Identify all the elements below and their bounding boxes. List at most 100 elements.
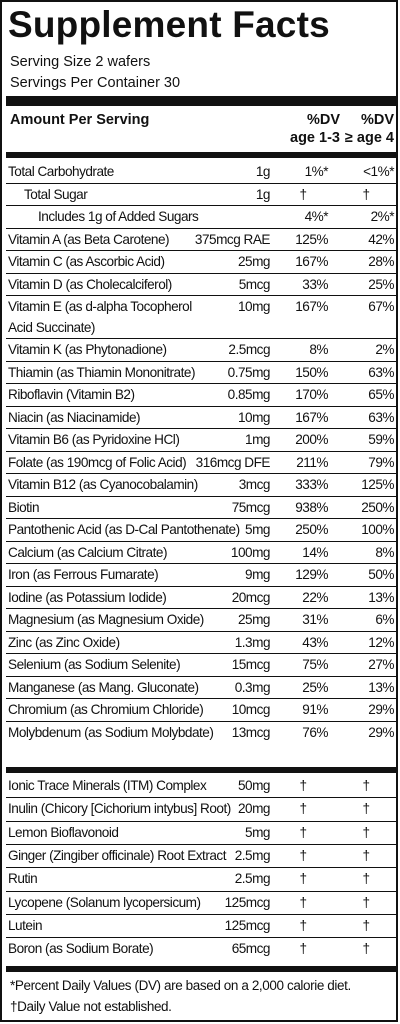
dv-age-1-3: 76% bbox=[302, 724, 328, 740]
dv-col2-header-line1: %DV bbox=[360, 112, 394, 128]
nutrient-amount: 10mg bbox=[237, 409, 271, 425]
dv-age-1-3: 167% bbox=[295, 409, 328, 425]
dv-age-1-3: † bbox=[299, 894, 307, 910]
dv-age-4-plus: 29% bbox=[368, 702, 394, 717]
dv-age-1-3: † bbox=[299, 186, 307, 202]
dv-age-4-plus: † bbox=[362, 917, 370, 933]
dv-age-4-plus: 65% bbox=[368, 387, 394, 402]
row-divider bbox=[6, 585, 396, 587]
nutrient-amount: 20mg bbox=[237, 801, 271, 817]
nutrient-row: Zinc (as Zinc Oxide) 1.3mg 43% 12% bbox=[6, 635, 396, 654]
dv-age-4-plus: 12% bbox=[368, 634, 394, 650]
row-divider bbox=[6, 338, 396, 339]
nutrient-row: Magnesium (as Magnesium Oxide) 25mg 31% 6% bbox=[6, 612, 396, 631]
nutrient-name: Vitamin A (as Beta Carotene) bbox=[8, 231, 170, 247]
nutrient-name: Pantothenic Acid (as D-Cal Pantothenate) bbox=[8, 522, 240, 537]
dv-age-4-plus: 2% bbox=[375, 342, 394, 357]
nutrient-row: Total Carbohydrate 1g 1%* <1%* bbox=[6, 164, 396, 183]
nutrient-name: Ionic Trace Minerals (ITM) Complex bbox=[8, 778, 207, 793]
nutrient-row: Vitamin B12 (as Cyanocobalamin) 3mcg 333% 1… bbox=[6, 477, 396, 496]
nutrient-name: Iron (as Ferrous Fumarate) bbox=[8, 567, 159, 582]
dv-age-1-3: 1%* bbox=[304, 164, 329, 179]
dv-age-4-plus: † bbox=[362, 847, 370, 863]
dv-age-1-3: 14% bbox=[302, 544, 328, 560]
nutrient-row: Lemon Bioflavonoid 5mg † † bbox=[6, 825, 396, 844]
dv-age-1-3: 170% bbox=[295, 387, 328, 402]
dv-age-1-3: 938% bbox=[295, 499, 328, 515]
nutrient-amount: 20mcg bbox=[231, 589, 271, 605]
dv-age-1-3: 150% bbox=[295, 364, 328, 380]
dv-age-1-3: 31% bbox=[302, 612, 328, 627]
nutrient-name: Selenium (as Sodium Selenite) bbox=[8, 657, 181, 672]
dv-age-4-plus: † bbox=[362, 894, 370, 910]
thick-divider-bottom bbox=[6, 966, 396, 972]
row-divider bbox=[6, 720, 396, 722]
nutrient-amount: 0.3mg bbox=[234, 679, 271, 695]
dv-age-4-plus: 59% bbox=[368, 432, 394, 447]
nutrient-name: Vitamin C (as Ascorbic Acid) bbox=[8, 254, 165, 269]
dv-age-1-3: 211% bbox=[296, 454, 328, 470]
dv-age-1-3: 33% bbox=[302, 276, 328, 292]
dv-col1-header-line2: age 1-3 bbox=[290, 130, 340, 146]
amount-per-serving-header: Amount Per Serving bbox=[10, 112, 150, 128]
nutrient-name: Lutein bbox=[8, 917, 43, 933]
row-divider bbox=[6, 227, 396, 229]
footnote-dagger: †Daily Value not established. bbox=[10, 999, 172, 1014]
nutrient-amount: 2.5mg bbox=[234, 847, 271, 863]
row-divider bbox=[6, 797, 396, 799]
nutrient-amount: 125mcg bbox=[224, 917, 271, 933]
nutrient-row: Ionic Trace Minerals (ITM) Complex 50mg † † bbox=[6, 778, 396, 797]
nutrient-row: Vitamin A (as Beta Carotene) 375mcg RAE 12… bbox=[6, 232, 396, 251]
nutrient-row: Rutin 2.5mg † † bbox=[6, 871, 396, 890]
nutrient-name: Total Sugar bbox=[24, 186, 88, 202]
nutrient-row: Vitamin B6 (as Pyridoxine HCl) 1mg 200% 59% bbox=[6, 432, 396, 451]
dv-age-4-plus: 125% bbox=[361, 477, 394, 492]
nutrient-name: Boron (as Sodium Borate) bbox=[8, 941, 154, 957]
dv-age-1-3: † bbox=[299, 824, 307, 840]
dv-age-1-3: 125% bbox=[295, 231, 328, 247]
nutrient-amount: 13mcg bbox=[231, 724, 271, 740]
nutrient-row: Total Sugar 1g † † bbox=[6, 187, 396, 206]
row-divider bbox=[6, 608, 396, 609]
dv-age-4-plus: 6% bbox=[375, 612, 394, 627]
nutrient-amount: 15mcg bbox=[231, 657, 271, 672]
nutrient-amount: 3mcg bbox=[238, 477, 271, 492]
nutrient-row: Vitamin E (as d-alpha Tocopherol Acid Suc… bbox=[6, 299, 396, 338]
row-divider bbox=[6, 630, 396, 632]
nutrient-row: Manganese (as Mang. Gluconate) 0.3mg 25% 13… bbox=[6, 680, 396, 699]
dv-age-4-plus: 8% bbox=[375, 544, 394, 560]
row-divider bbox=[6, 495, 396, 497]
row-divider bbox=[6, 473, 396, 474]
row-divider bbox=[6, 913, 396, 915]
nutrient-name: Thiamin (as Thiamin Mononitrate) bbox=[8, 364, 195, 380]
nutrient-row: Boron (as Sodium Borate) 65mcg † † bbox=[6, 941, 396, 960]
nutrient-row: Folate (as 190mcg of Folic Acid) 316mcg D… bbox=[6, 455, 396, 474]
nutrient-name: Niacin (as Niacinamide) bbox=[8, 409, 141, 425]
row-divider bbox=[6, 182, 396, 184]
nutrient-row: Riboflavin (Vitamin B2) 0.85mg 170% 65% bbox=[6, 387, 396, 406]
nutrient-name: Molybdenum (as Sodium Molybdate) bbox=[8, 724, 214, 740]
nutrient-name: Total Carbohydrate bbox=[8, 164, 114, 179]
nutrient-amount: 2.5mcg bbox=[228, 342, 270, 357]
dv-age-1-3: 333% bbox=[295, 477, 328, 492]
dv-age-4-plus: 28% bbox=[368, 254, 394, 269]
row-divider bbox=[6, 937, 396, 939]
dv-age-4-plus: <1%* bbox=[363, 164, 394, 179]
row-divider bbox=[6, 698, 396, 699]
dv-age-4-plus: 2%* bbox=[370, 209, 395, 224]
dv-age-4-plus: † bbox=[362, 824, 370, 840]
dv-age-4-plus: † bbox=[362, 778, 370, 793]
nutrient-row: Biotin 75mcg 938% 250% bbox=[6, 500, 396, 519]
row-divider bbox=[6, 563, 396, 564]
dv-age-4-plus: 29% bbox=[368, 724, 394, 740]
nutrient-amount: 1g bbox=[255, 164, 271, 179]
dv-age-1-3: 167% bbox=[295, 299, 328, 314]
nutrient-amount: 1g bbox=[255, 186, 271, 202]
nutrient-amount: 10mg bbox=[237, 299, 271, 314]
row-divider bbox=[6, 540, 396, 542]
nutrient-name-continued: Acid Succinate) bbox=[8, 319, 95, 335]
nutrient-name: Riboflavin (Vitamin B2) bbox=[8, 387, 135, 402]
row-divider bbox=[6, 428, 396, 429]
row-divider bbox=[6, 250, 396, 251]
